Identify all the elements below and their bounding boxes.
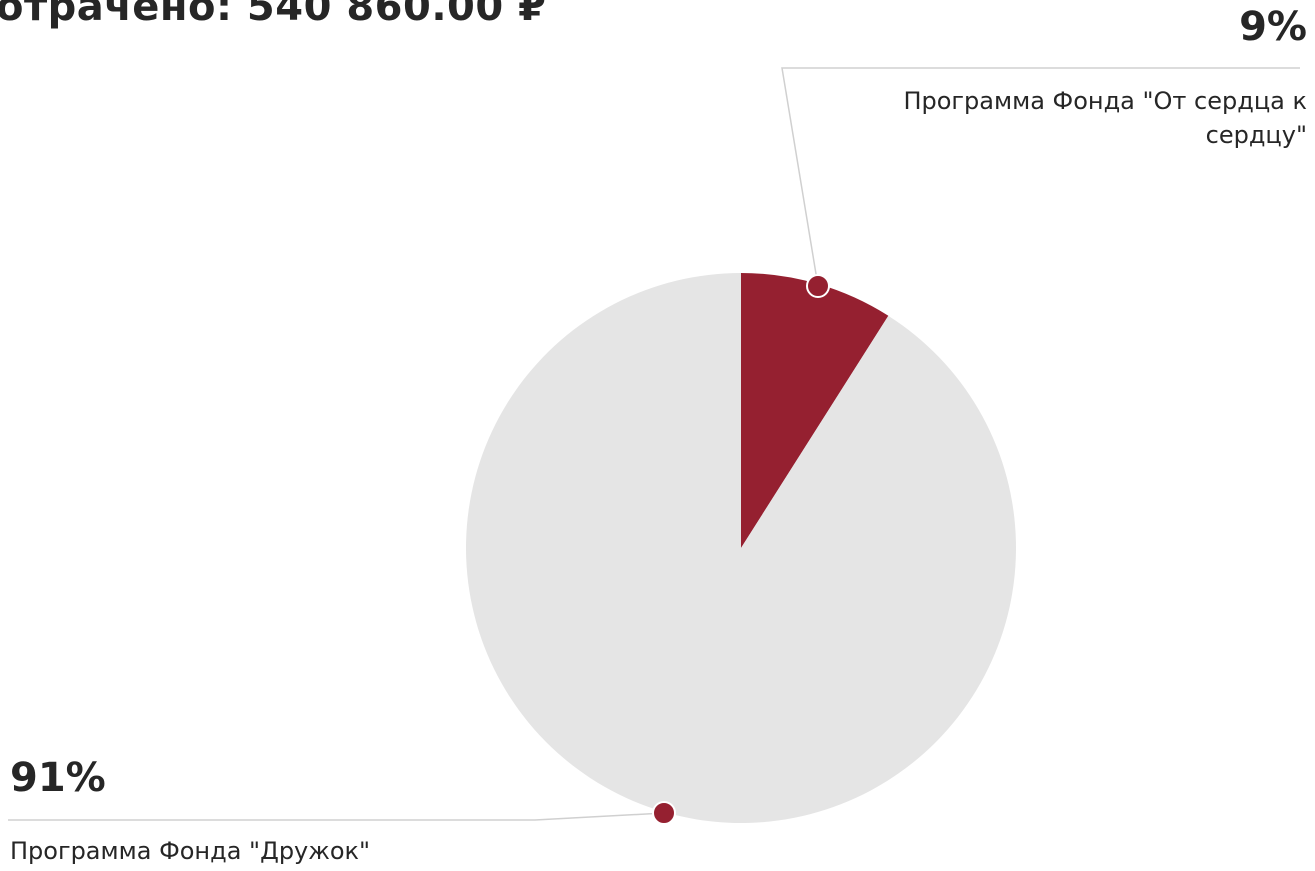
leader-line-druzhok xyxy=(8,813,664,820)
slice-percent-druzhok: 91% xyxy=(10,755,106,801)
slice-label-druzhok: Программа Фонда "Дружок" xyxy=(10,834,370,868)
pie-slice-druzhok xyxy=(466,273,1016,823)
slice-percent-ot-serdtsa: 9% xyxy=(1239,4,1307,50)
slice-marker-ot-serdtsa xyxy=(807,275,829,297)
slice-label-ot-serdtsa: Программа Фонда "От сердца к сердцу" xyxy=(837,84,1307,152)
slice-marker-druzhok xyxy=(653,802,675,824)
